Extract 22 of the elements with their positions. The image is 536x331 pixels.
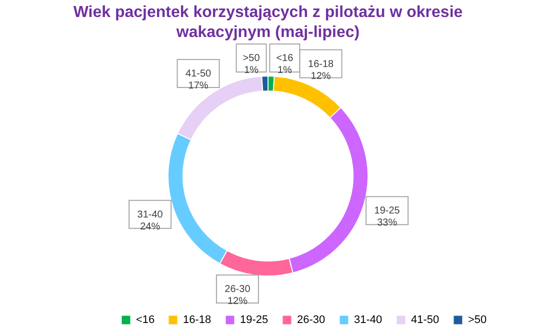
data-label: 17% [188, 80, 208, 92]
legend-label: 31-40 [354, 314, 382, 326]
legend-label: >50 [468, 314, 487, 326]
legend-label: 26-30 [297, 314, 326, 326]
chart-title: Wiek pacjentek korzystających z pilotażu w okresie wakacyjnym (maj-lipiec) [73, 4, 463, 41]
legend-label: 41-50 [411, 314, 440, 326]
data-label: 12% [310, 70, 331, 82]
data-label: 24% [140, 221, 160, 232]
legend-label: 16-18 [183, 314, 212, 326]
slice-label: 31-40 [137, 209, 164, 220]
data-label: 1% [244, 65, 259, 76]
data-label: 1% [277, 65, 292, 76]
data-label: 33% [377, 218, 398, 229]
slice-label: 26-30 [224, 284, 251, 296]
slice-label: <16 [276, 53, 294, 64]
slice-label: >50 [242, 53, 260, 64]
legend-label: <16 [136, 314, 155, 326]
slice-label: 41-50 [186, 68, 212, 80]
legend-label: 19-25 [240, 314, 268, 326]
data-label: 12% [227, 296, 248, 308]
slice-label: 16-18 [308, 58, 334, 70]
slice-label: 19-25 [374, 206, 400, 217]
